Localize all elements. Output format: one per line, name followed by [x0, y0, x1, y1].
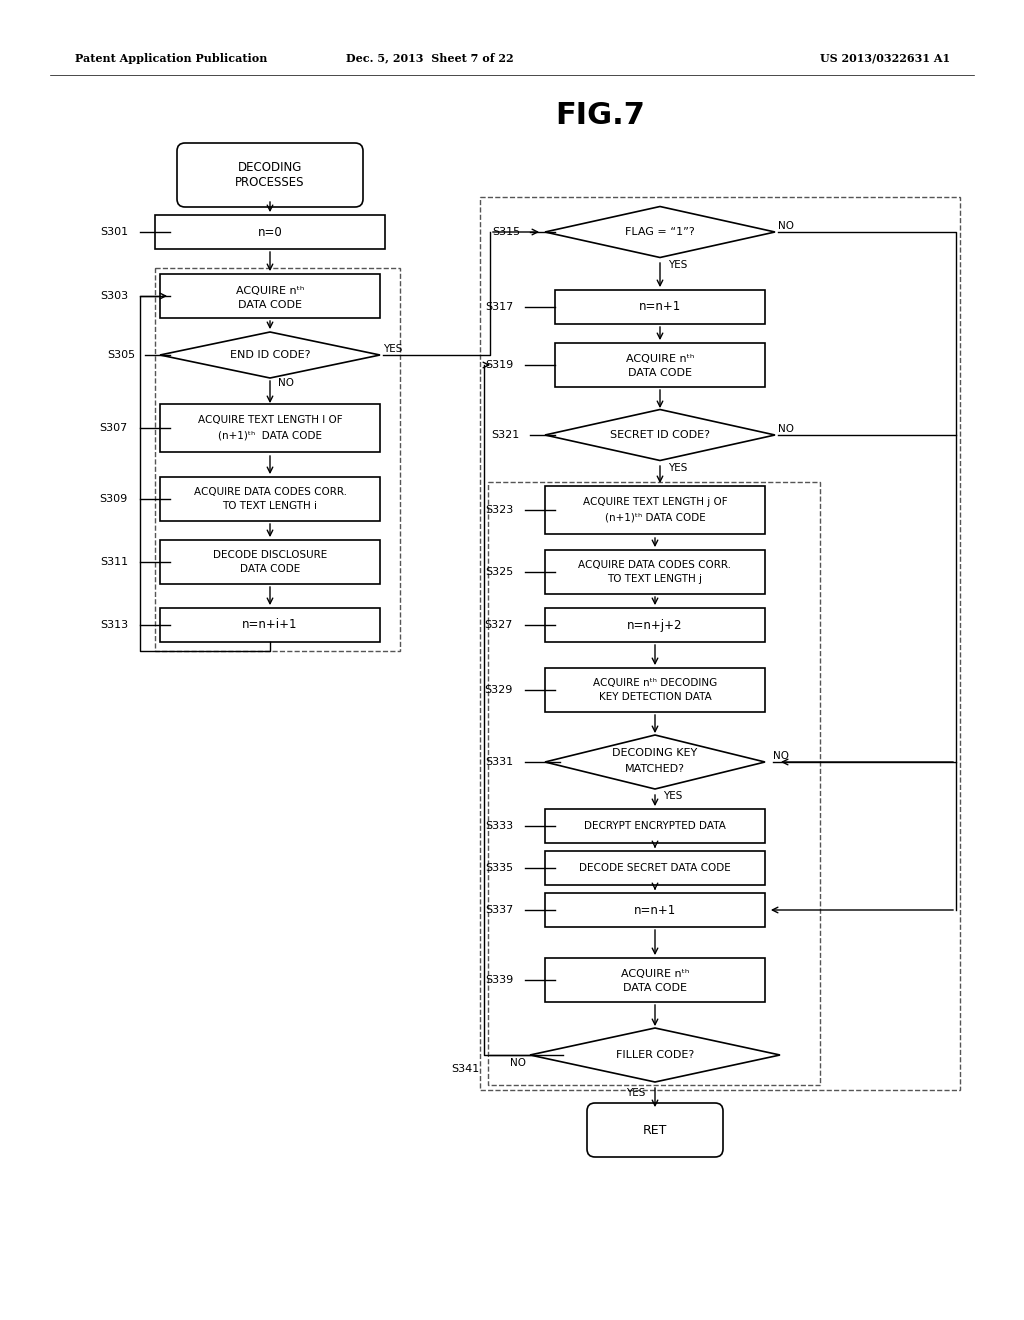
Text: S307: S307 [99, 422, 128, 433]
Text: DECRYPT ENCRYPTED DATA: DECRYPT ENCRYPTED DATA [584, 821, 726, 832]
Text: S305: S305 [106, 350, 135, 360]
Text: ACQUIRE DATA CODES CORR.: ACQUIRE DATA CODES CORR. [579, 560, 731, 570]
Bar [555, 343, 765, 387]
Text: NO: NO [778, 220, 794, 231]
Text: TO TEXT LENGTH i: TO TEXT LENGTH i [222, 502, 317, 511]
Text: S323: S323 [484, 506, 513, 515]
Text: NO: NO [773, 751, 790, 762]
Bar [488, 482, 820, 1085]
Text: FILLER CODE?: FILLER CODE? [615, 1049, 694, 1060]
FancyBboxPatch shape [587, 1104, 723, 1158]
Text: S311: S311 [100, 557, 128, 568]
Text: ACQUIRE nᵗʰ: ACQUIRE nᵗʰ [621, 969, 689, 979]
Text: S315: S315 [492, 227, 520, 238]
Text: KEY DETECTION DATA: KEY DETECTION DATA [599, 692, 712, 702]
Text: DATA CODE: DATA CODE [628, 368, 692, 378]
Text: S321: S321 [492, 430, 520, 440]
Text: S335: S335 [485, 863, 513, 873]
Text: DATA CODE: DATA CODE [240, 564, 300, 574]
Text: S331: S331 [485, 756, 513, 767]
Text: FLAG = “1”?: FLAG = “1”? [625, 227, 695, 238]
Text: END ID CODE?: END ID CODE? [229, 350, 310, 360]
Text: YES: YES [383, 345, 402, 354]
Text: S339: S339 [484, 975, 513, 985]
Bar [160, 477, 380, 521]
Bar [160, 404, 380, 451]
Text: Patent Application Publication: Patent Application Publication [75, 53, 267, 63]
Text: ACQUIRE nᵗʰ: ACQUIRE nᵗʰ [626, 354, 694, 364]
Text: DECODE DISCLOSURE: DECODE DISCLOSURE [213, 550, 327, 560]
Text: S341: S341 [452, 1064, 480, 1074]
Bar [160, 275, 380, 318]
Text: S301: S301 [100, 227, 128, 238]
Text: TO TEXT LENGTH j: TO TEXT LENGTH j [607, 574, 702, 583]
Text: MATCHED?: MATCHED? [625, 764, 685, 774]
Text: S317: S317 [484, 302, 513, 312]
Text: n=n+1: n=n+1 [639, 301, 681, 314]
Bar [545, 609, 765, 642]
Text: NO: NO [510, 1059, 526, 1068]
Text: n=0: n=0 [258, 226, 283, 239]
Text: ACQUIRE TEXT LENGTH I OF: ACQUIRE TEXT LENGTH I OF [198, 414, 342, 425]
Text: S333: S333 [485, 821, 513, 832]
Text: S309: S309 [99, 494, 128, 504]
Text: S319: S319 [484, 360, 513, 370]
Text: ACQUIRE nᵗʰ: ACQUIRE nᵗʰ [236, 286, 304, 296]
Text: n=n+j+2: n=n+j+2 [628, 619, 683, 631]
Text: S329: S329 [484, 685, 513, 696]
Text: ACQUIRE TEXT LENGTH j OF: ACQUIRE TEXT LENGTH j OF [583, 498, 727, 507]
Text: S313: S313 [100, 620, 128, 630]
Bar [480, 197, 961, 1090]
Text: S327: S327 [484, 620, 513, 630]
Text: RET: RET [643, 1123, 668, 1137]
Polygon shape [530, 1028, 780, 1082]
Bar [545, 486, 765, 535]
Text: n=n+i+1: n=n+i+1 [243, 619, 298, 631]
Text: DATA CODE: DATA CODE [238, 300, 302, 310]
Text: NO: NO [278, 378, 294, 388]
Text: S337: S337 [484, 906, 513, 915]
Polygon shape [545, 206, 775, 257]
Text: Dec. 5, 2013  Sheet 7 of 22: Dec. 5, 2013 Sheet 7 of 22 [346, 53, 514, 63]
Bar [545, 809, 765, 843]
Polygon shape [160, 333, 380, 378]
Polygon shape [545, 409, 775, 461]
Text: n=n+1: n=n+1 [634, 903, 676, 916]
Bar [545, 894, 765, 927]
Text: S325: S325 [484, 568, 513, 577]
Text: DECODING KEY: DECODING KEY [612, 748, 697, 758]
Text: ACQUIRE DATA CODES CORR.: ACQUIRE DATA CODES CORR. [194, 487, 346, 498]
Bar [155, 215, 385, 249]
Text: YES: YES [668, 260, 687, 271]
Bar [555, 290, 765, 323]
Bar [160, 609, 380, 642]
Bar [155, 268, 400, 651]
Text: (n+1)ᵗʰ DATA CODE: (n+1)ᵗʰ DATA CODE [604, 513, 706, 523]
Text: US 2013/0322631 A1: US 2013/0322631 A1 [820, 53, 950, 63]
Bar [545, 851, 765, 884]
Bar [545, 958, 765, 1002]
Polygon shape [545, 735, 765, 789]
Bar [160, 540, 380, 583]
Bar [545, 550, 765, 594]
FancyBboxPatch shape [177, 143, 362, 207]
Text: ACQUIRE nᵗʰ DECODING: ACQUIRE nᵗʰ DECODING [593, 678, 717, 688]
Text: SECRET ID CODE?: SECRET ID CODE? [610, 430, 710, 440]
Text: DECODING
PROCESSES: DECODING PROCESSES [236, 161, 305, 189]
Text: S303: S303 [100, 290, 128, 301]
Text: YES: YES [663, 791, 682, 801]
Bar [545, 668, 765, 711]
Text: FIG.7: FIG.7 [555, 100, 645, 129]
Text: YES: YES [626, 1088, 645, 1098]
Text: YES: YES [668, 463, 687, 473]
Text: NO: NO [778, 424, 794, 434]
Text: DATA CODE: DATA CODE [623, 983, 687, 993]
Text: (n+1)ᵗʰ  DATA CODE: (n+1)ᵗʰ DATA CODE [218, 432, 322, 441]
Text: DECODE SECRET DATA CODE: DECODE SECRET DATA CODE [580, 863, 731, 873]
